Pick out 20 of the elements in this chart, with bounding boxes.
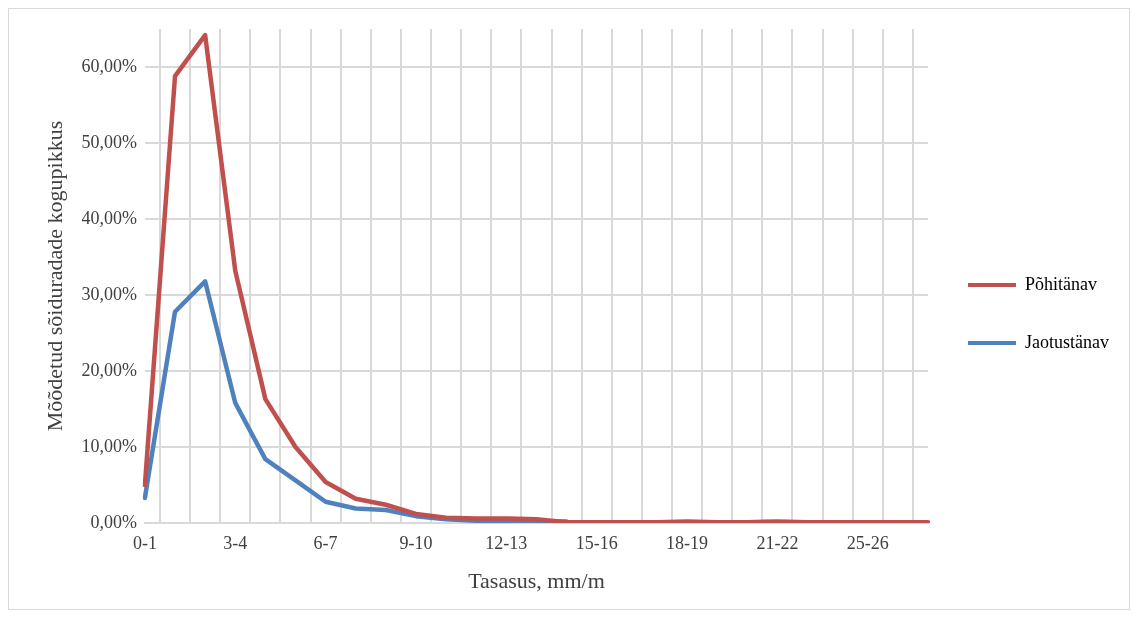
y-tick-label: 30,00% bbox=[81, 283, 137, 304]
x-tick-label: 21-22 bbox=[756, 532, 799, 553]
x-tick-label: 6-7 bbox=[313, 532, 338, 553]
legend-label: Põhitänav bbox=[1025, 273, 1098, 294]
y-axis-title: Mõõdetud sõiduradade kogupikkus bbox=[41, 120, 67, 432]
x-tick-label: 12-13 bbox=[485, 532, 528, 553]
x-axis-title: Tasasus, mm/m bbox=[468, 567, 605, 593]
y-tick-label: 50,00% bbox=[81, 131, 137, 152]
y-tick-label: 10,00% bbox=[81, 435, 137, 456]
legend-label: Jaotustänav bbox=[1025, 331, 1109, 352]
x-tick-label: 9-10 bbox=[399, 532, 433, 553]
y-tick-label: 40,00% bbox=[81, 207, 137, 228]
x-tick-label: 15-16 bbox=[575, 532, 618, 553]
x-tick-label: 18-19 bbox=[666, 532, 709, 553]
x-tick-label: 3-4 bbox=[223, 532, 248, 553]
x-tick-label: 25-26 bbox=[846, 532, 889, 553]
y-tick-label: 0,00% bbox=[90, 511, 137, 532]
y-tick-label: 60,00% bbox=[81, 55, 137, 76]
y-tick-label: 20,00% bbox=[81, 359, 137, 380]
x-tick-label: 0-1 bbox=[132, 532, 157, 553]
